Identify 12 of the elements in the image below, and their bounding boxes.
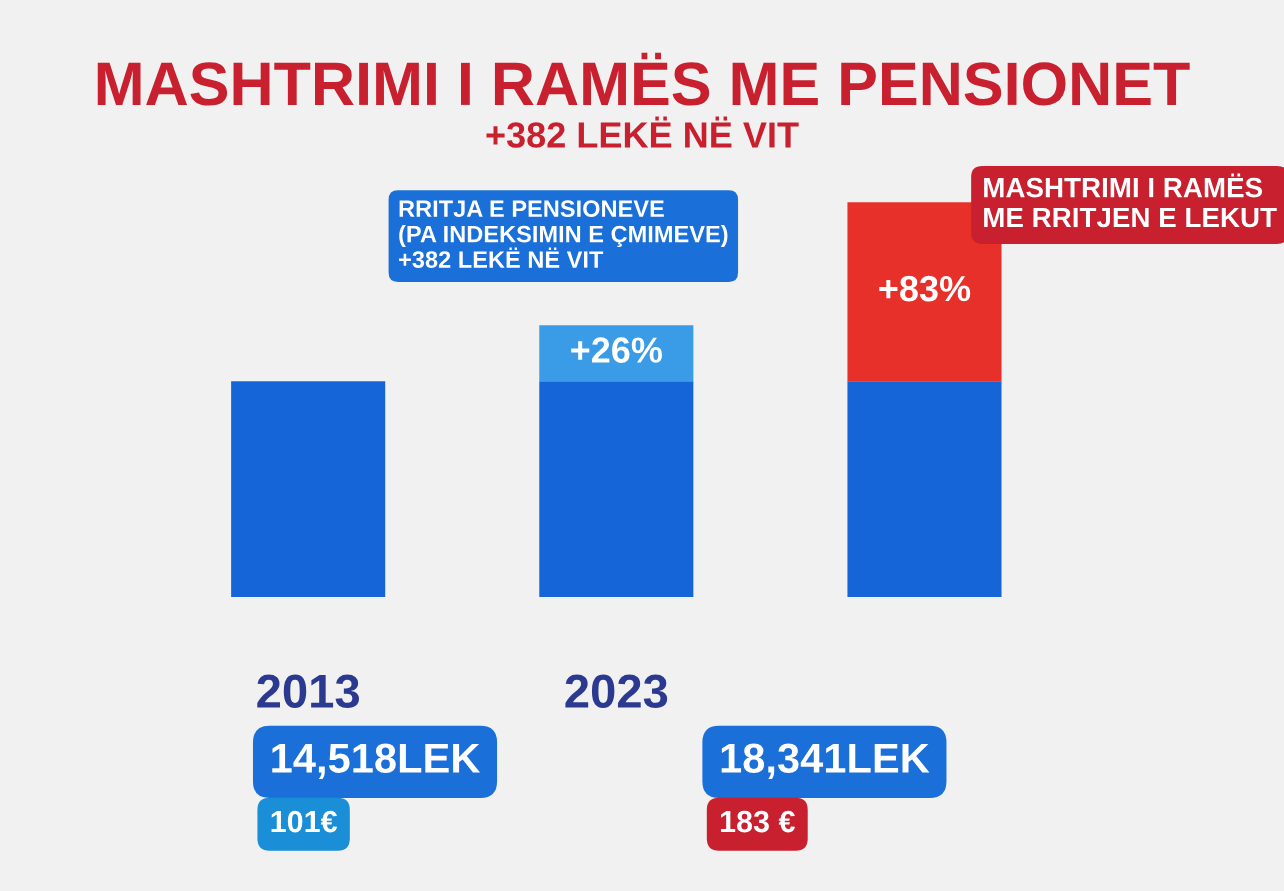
data-label: +26% xyxy=(571,337,663,363)
x-tick-label: 2023 xyxy=(565,674,668,709)
chart-title: MASHTRIMI I RAMËS ME PENSIONET xyxy=(97,52,1190,106)
data-label: +83% xyxy=(879,275,971,302)
x-tick-label: 2013 xyxy=(257,674,359,709)
annotation: MASHTRIMI I RAMËS ME RRITJEN E LEKUT xyxy=(984,173,1277,228)
annotation: RRITJA E PENSIONEVE (PA INDEKSIMIN E ÇMIMEVE) +382 LEKË NË VIT xyxy=(399,200,728,268)
text: 14,518LEK xyxy=(272,743,481,780)
text: 101€ xyxy=(271,810,338,833)
text: 18,341LEK xyxy=(721,743,930,780)
text: 183 € xyxy=(720,810,795,833)
chart-subtitle: +382 LEKË NË VIT xyxy=(486,116,799,148)
